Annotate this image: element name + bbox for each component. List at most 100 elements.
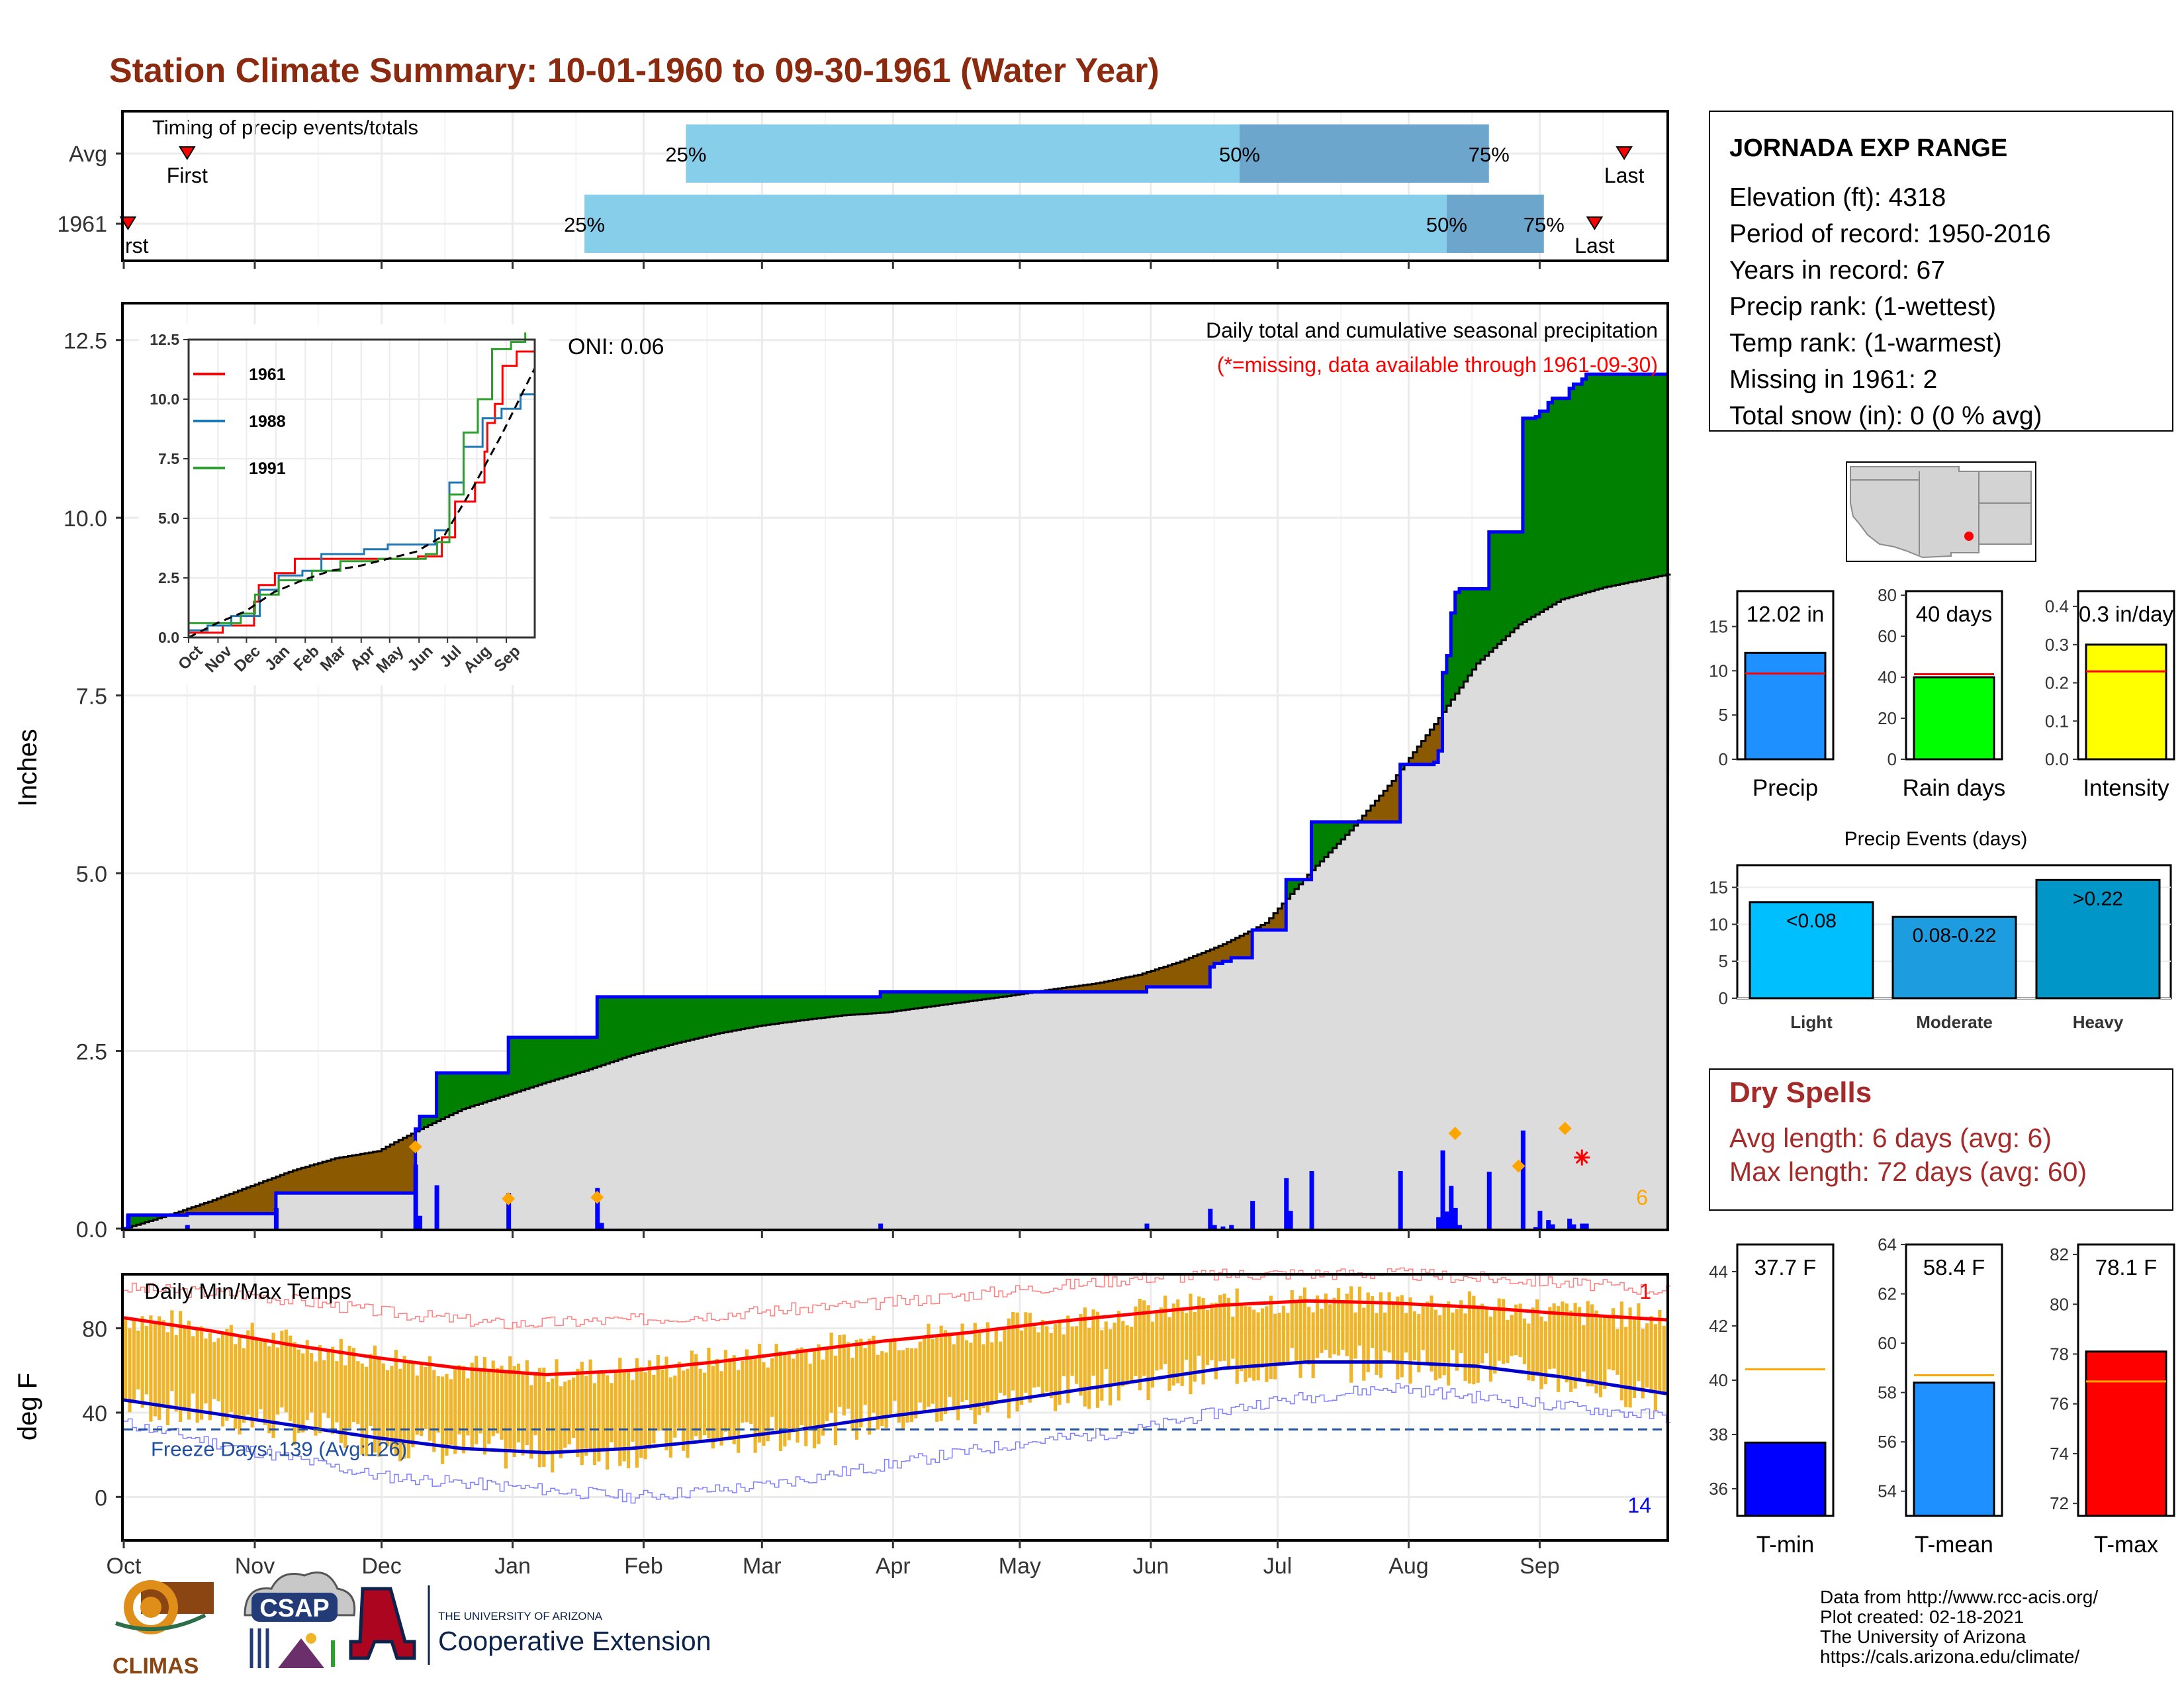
daily-temp-bar [153, 1321, 157, 1417]
departure-slice [411, 1133, 416, 1194]
daily-precip-bar [1208, 1208, 1213, 1229]
events-bar-label: 0.08-0.22 [1913, 925, 1997, 947]
daily-temp-bar [1366, 1292, 1370, 1373]
daily-temp-bar [415, 1376, 419, 1435]
departure-slice [365, 1153, 370, 1194]
departure-slice [1611, 374, 1616, 586]
daily-temp-bar [158, 1316, 161, 1420]
pct-label: 50% [1219, 143, 1260, 166]
departure-slice [647, 996, 653, 1051]
departure-slice [1641, 374, 1646, 580]
departure-slice [390, 1144, 395, 1194]
departure-slice [799, 996, 805, 1021]
daily-temp-bar [457, 1365, 461, 1434]
daily-temp-bar [1556, 1306, 1561, 1392]
daily-temp-bar [326, 1350, 330, 1419]
departure-slice [1370, 806, 1375, 822]
station-line: Precip rank: (1-wettest) [1729, 293, 1996, 321]
y-tick-label: 12.5 [64, 329, 107, 354]
daily-temp-bar [1463, 1313, 1467, 1382]
daily-precip-bar [1309, 1171, 1314, 1229]
departure-slice [1430, 729, 1435, 765]
departure-slice [293, 1170, 298, 1194]
daily-precip-bar [185, 1225, 190, 1229]
daily-temp-bar [195, 1329, 199, 1423]
departure-slice [1176, 962, 1181, 987]
departure-slice [1425, 735, 1430, 765]
departure-slice [351, 1155, 357, 1194]
daily-temp-bar [592, 1383, 597, 1466]
daily-temp-bar [1430, 1295, 1433, 1372]
timing-bar-late [1446, 195, 1544, 253]
daily-temp-bar [576, 1368, 580, 1458]
departure-slice [1484, 588, 1490, 656]
daily-temp-bar [1231, 1317, 1235, 1359]
daily-temp-bar [445, 1374, 449, 1456]
month-label: Apr [876, 1554, 911, 1579]
daily-temp-bar [351, 1348, 356, 1423]
daily-temp-bar [1573, 1303, 1577, 1389]
daily-temp-bar [140, 1316, 144, 1408]
departure-slice [770, 996, 776, 1025]
departure-slice [643, 996, 649, 1052]
daily-temp-bar [1514, 1304, 1518, 1356]
daily-temp-bar [136, 1331, 140, 1389]
daily-temp-bar [1311, 1312, 1315, 1378]
daily-temp-bar [998, 1341, 1003, 1393]
departure-slice [592, 1037, 598, 1068]
daily-temp-bar [377, 1356, 381, 1457]
departure-slice [952, 992, 957, 1004]
mini-category-label: Precip [1752, 775, 1818, 801]
station-line: Period of record: 1950-2016 [1729, 220, 2051, 248]
daily-temp-bar [732, 1355, 736, 1444]
daily-temp-bar [850, 1358, 854, 1431]
mini-y-tick-label: 0.1 [2045, 711, 2069, 731]
daily-temp-bar [1210, 1303, 1214, 1360]
departure-slice [225, 1195, 230, 1214]
dry-spells-box: Dry Spells Avg length: 6 days (avg: 6) M… [1709, 1068, 2173, 1211]
departure-slice [719, 996, 725, 1033]
departure-slice [356, 1154, 361, 1194]
daily-temp-bar [512, 1366, 516, 1457]
daily-temp-bar [1637, 1303, 1641, 1382]
mini-y-tick-label: 15 [1709, 616, 1728, 636]
departure-slice [757, 996, 762, 1026]
avg-cumulative-line [124, 573, 1671, 1230]
departure-slice [1467, 588, 1473, 676]
locator-map [1846, 461, 2036, 562]
departure-slice [289, 1172, 294, 1194]
departure-slice [923, 992, 927, 1008]
daily-temp-bar [1527, 1323, 1531, 1381]
departure-slice [1150, 970, 1156, 987]
departure-slice [335, 1158, 340, 1194]
departure-slice [504, 1072, 509, 1096]
departure-slice [1366, 810, 1371, 822]
departure-slice [998, 992, 1003, 998]
daily-temp-bar [1438, 1315, 1442, 1379]
mini-bar [1913, 1382, 1995, 1517]
daily-temp-bar [275, 1347, 280, 1415]
departure-slice [1180, 961, 1185, 987]
daily-precip-bar [418, 1215, 423, 1229]
daily-temp-bar [829, 1333, 833, 1413]
departure-slice [500, 1072, 505, 1098]
freeze-days-label: Freeze Days: 139 (Avg:126) [151, 1437, 407, 1460]
departure-slice [478, 1072, 484, 1104]
departure-slice [1121, 978, 1126, 992]
daily-temp-bar [694, 1354, 698, 1436]
daily-temp-bar [1628, 1307, 1632, 1408]
y-tick-label: 40 [82, 1401, 107, 1427]
daily-temp-bar [199, 1326, 204, 1420]
departure-slice [1459, 588, 1465, 688]
departure-slice [360, 1154, 365, 1194]
departure-slice [677, 996, 682, 1043]
departure-slice [737, 996, 741, 1030]
daily-temp-bar [390, 1366, 394, 1450]
departure-slice [1336, 821, 1342, 844]
daily-temp-bar [741, 1360, 745, 1423]
daily-temp-bar [314, 1361, 318, 1436]
pct-label: 25% [665, 143, 706, 166]
departure-slice [931, 992, 936, 1007]
timing-row-label: Avg [69, 142, 107, 167]
departure-slice [927, 992, 932, 1007]
